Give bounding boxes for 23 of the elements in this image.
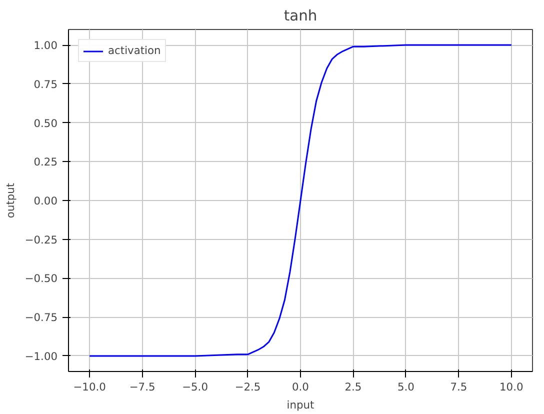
x-tick-label: 2.5: [344, 380, 362, 394]
x-tick-label: −2.5: [234, 380, 261, 394]
x-tick-label: 7.5: [450, 380, 468, 394]
y-tick-label: −0.75: [24, 311, 58, 324]
y-tick-label: 1.00: [34, 39, 58, 52]
y-tick-label: −1.00: [24, 350, 58, 363]
y-tick-label: 0.25: [34, 156, 58, 169]
line-series: [88, 44, 512, 357]
x-tick-label: −5.0: [182, 380, 208, 394]
legend-label: activation: [108, 44, 161, 57]
y-tick-label: 0.00: [34, 194, 58, 208]
x-tick-label: 5.0: [397, 380, 415, 394]
y-tick-label: −0.50: [24, 272, 58, 286]
y-tick-label: 0.75: [34, 78, 58, 91]
x-axis-title: input: [286, 398, 314, 412]
x-tick-label: −10.0: [73, 380, 106, 394]
x-tick-label: −7.5: [129, 380, 156, 394]
x-tick-label: 0.0: [292, 380, 310, 394]
y-tick-label: −0.25: [24, 233, 58, 246]
y-axis-title: output: [4, 182, 17, 218]
chart-title: tanh: [284, 8, 318, 24]
x-tick-label: 10.0: [500, 380, 524, 394]
y-tick-label: 0.50: [34, 116, 58, 130]
